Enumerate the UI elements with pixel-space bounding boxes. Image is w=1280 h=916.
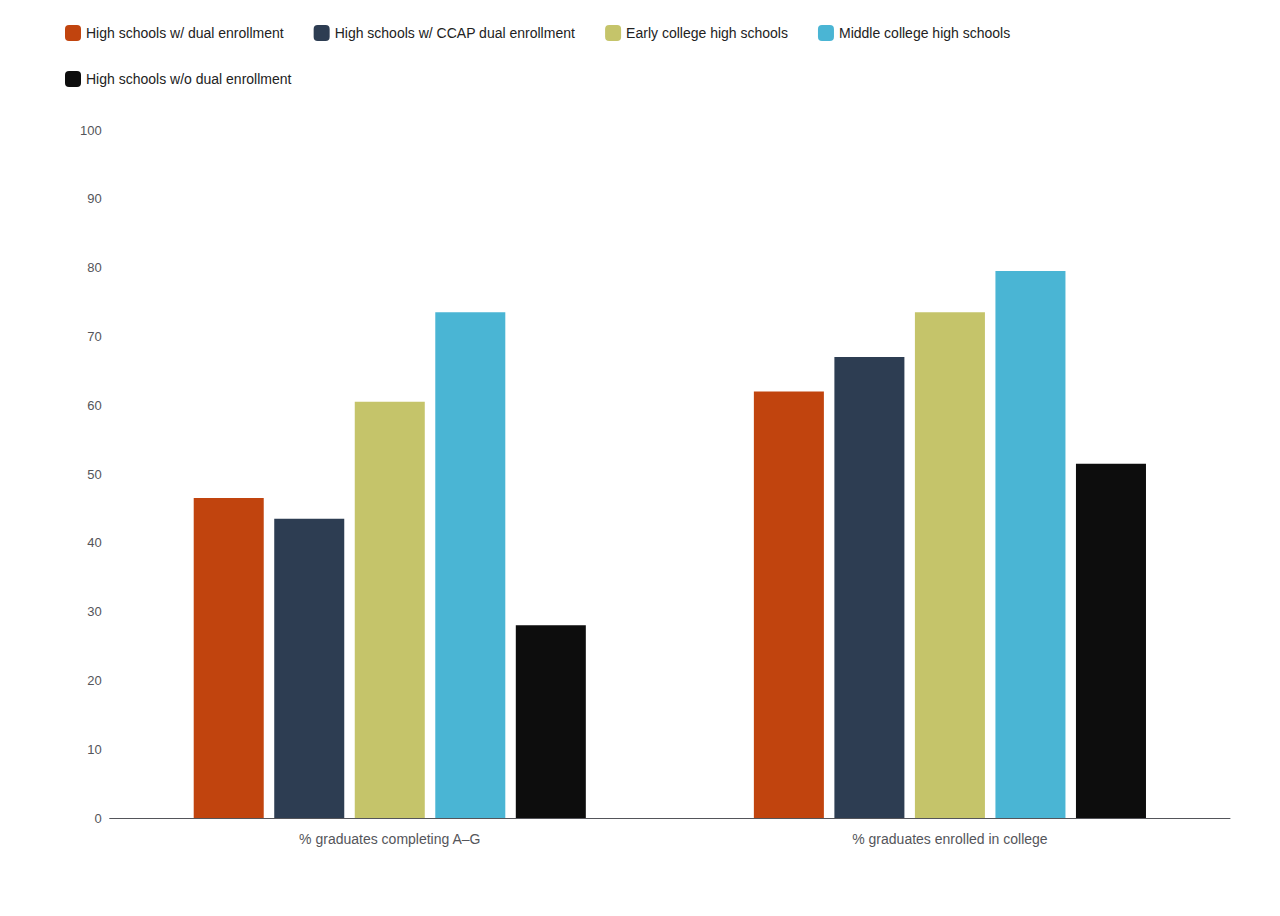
svg-text:100: 100 — [80, 123, 102, 138]
svg-text:60: 60 — [87, 398, 101, 413]
svg-text:20: 20 — [87, 673, 101, 688]
svg-text:30: 30 — [87, 604, 101, 619]
svg-text:High schools w/ dual enrollmen: High schools w/ dual enrollment — [86, 25, 284, 41]
svg-text:40: 40 — [87, 535, 101, 550]
svg-text:% graduates completing A–G: % graduates completing A–G — [299, 831, 480, 847]
svg-text:80: 80 — [87, 260, 101, 275]
svg-text:High schools w/ CCAP dual enro: High schools w/ CCAP dual enrollment — [335, 25, 575, 41]
svg-text:Early college high schools: Early college high schools — [626, 25, 788, 41]
svg-text:90: 90 — [87, 191, 101, 206]
svg-text:70: 70 — [87, 329, 101, 344]
svg-text:% graduates enrolled in colleg: % graduates enrolled in college — [852, 831, 1048, 847]
svg-text:50: 50 — [87, 467, 101, 482]
svg-text:Middle college high schools: Middle college high schools — [839, 25, 1010, 41]
svg-text:10: 10 — [87, 742, 101, 757]
svg-text:High schools w/o dual enrollme: High schools w/o dual enrollment — [86, 71, 292, 87]
svg-text:0: 0 — [94, 811, 101, 826]
